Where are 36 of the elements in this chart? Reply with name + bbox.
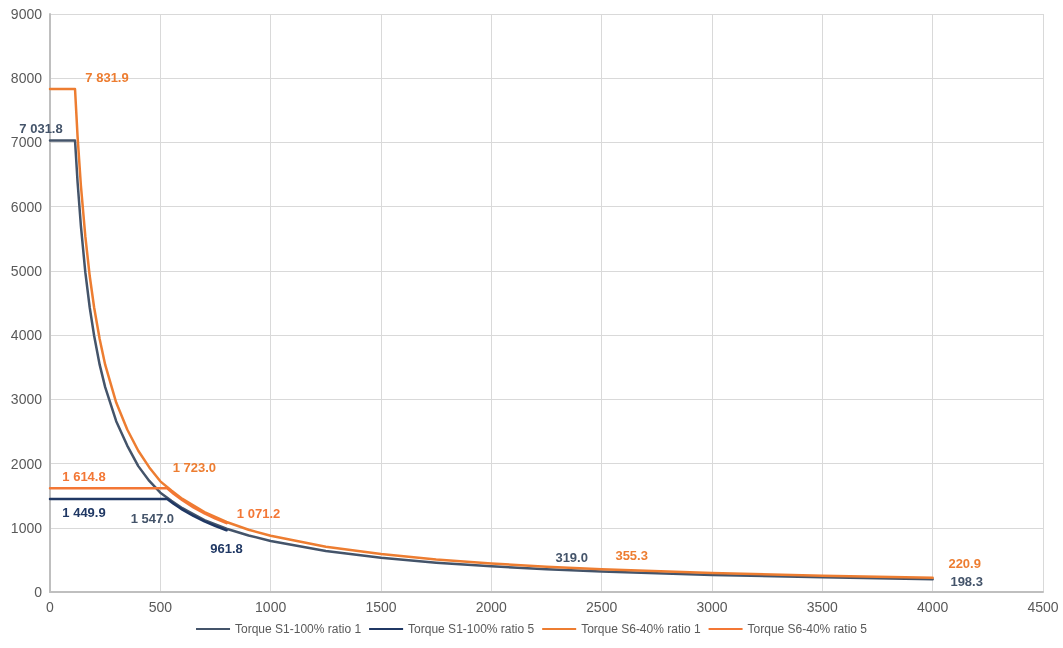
x-tick-label: 0 bbox=[46, 599, 55, 615]
data-label: 220.9 bbox=[948, 556, 981, 572]
data-label: 1 449.9 bbox=[62, 505, 106, 521]
data-label: 198.3 bbox=[950, 573, 983, 589]
y-tick-label: 3000 bbox=[10, 391, 43, 408]
data-label: 319.0 bbox=[555, 550, 588, 566]
y-tick-label: 8000 bbox=[10, 70, 43, 87]
x-tick-label: 1000 bbox=[255, 599, 287, 615]
x-tick-label: 4000 bbox=[917, 599, 949, 615]
data-label: 1 071.2 bbox=[236, 505, 281, 521]
y-tick-label: 1000 bbox=[10, 519, 43, 536]
y-tick-label: 0 bbox=[34, 584, 43, 600]
y-tick-label: 9000 bbox=[10, 6, 43, 22]
y-tick-label: 7000 bbox=[10, 134, 43, 151]
x-tick-label: 3500 bbox=[806, 599, 839, 615]
data-label: 7 831.9 bbox=[85, 69, 129, 85]
x-tick-label: 3000 bbox=[696, 599, 728, 615]
y-tick-label: 5000 bbox=[10, 262, 43, 279]
data-label: 7 031.8 bbox=[19, 120, 63, 136]
data-label: 1 547.0 bbox=[130, 511, 175, 527]
data-label: 1 614.8 bbox=[62, 468, 106, 484]
x-tick-label: 2500 bbox=[586, 599, 618, 615]
x-tick-label: 4500 bbox=[1027, 599, 1059, 615]
data-label: 355.3 bbox=[615, 547, 648, 563]
y-tick-label: 4000 bbox=[10, 327, 43, 344]
legend-label: Torque S1-100% ratio 5 bbox=[408, 622, 535, 636]
legend-label: Torque S1-100% ratio 1 bbox=[235, 622, 362, 636]
y-tick-label: 2000 bbox=[10, 455, 43, 472]
x-tick-label: 500 bbox=[148, 599, 173, 615]
x-tick-label: 2000 bbox=[475, 599, 508, 615]
legend-label: Torque S6-40% ratio 5 bbox=[747, 622, 868, 636]
data-label: 1 723.0 bbox=[172, 459, 217, 475]
y-tick-label: 6000 bbox=[10, 198, 43, 215]
data-label: 961.8 bbox=[210, 540, 243, 556]
x-tick-label: 1500 bbox=[365, 599, 397, 615]
legend-label: Torque S6-40% ratio 1 bbox=[581, 622, 701, 636]
